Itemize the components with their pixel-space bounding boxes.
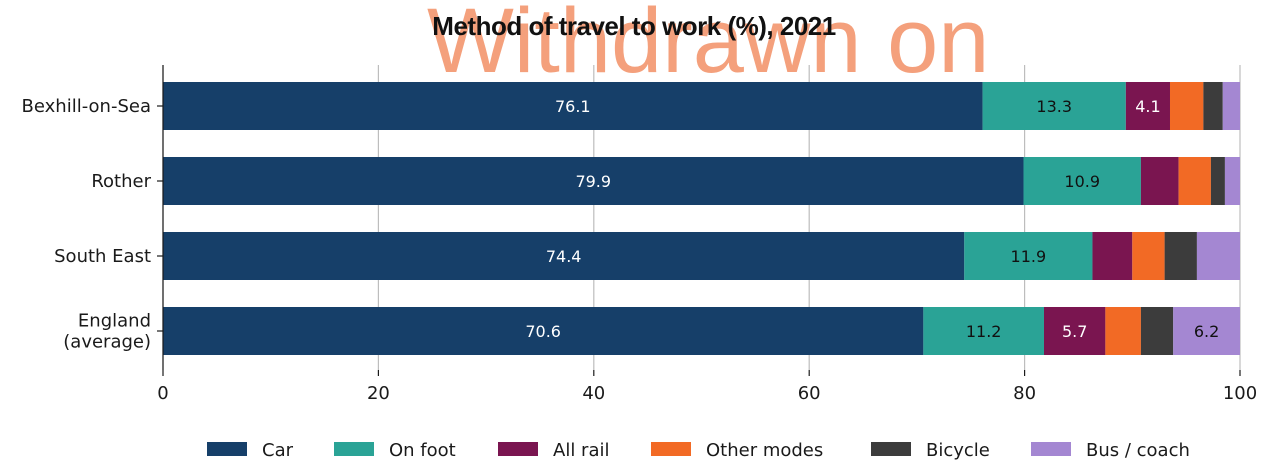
legend-label: All rail [553, 440, 609, 461]
x-tick-label: 0 [157, 383, 168, 404]
legend-swatch [1031, 442, 1071, 456]
data-label: 76.1 [555, 97, 591, 116]
data-label: 11.9 [1011, 247, 1047, 266]
legend-label: Bicycle [926, 440, 990, 461]
bar-segment [1178, 157, 1211, 205]
legend-label: Other modes [706, 440, 823, 461]
x-tick-label: 60 [798, 383, 821, 404]
bar-segment [923, 307, 1044, 355]
bar-segment [1203, 82, 1223, 130]
bar-segment [964, 232, 1093, 280]
category-label: Bexhill-on-Sea [22, 96, 151, 117]
bar-segment [1169, 82, 1204, 130]
category-label: South East [54, 246, 151, 267]
data-label: 74.4 [546, 247, 582, 266]
data-label: 11.2 [966, 322, 1002, 341]
bar-segment [1105, 307, 1141, 355]
bar-segment [982, 82, 1126, 130]
axes: Bexhill-on-Sea Rother South East England(av… [22, 65, 1257, 404]
legend-swatch [651, 442, 691, 456]
x-tick-label: 80 [1013, 383, 1036, 404]
data-label: 79.9 [575, 172, 611, 191]
bar-segment [1173, 307, 1240, 355]
bar-segment [1164, 232, 1197, 280]
bar-segment [1043, 307, 1106, 355]
data-label: 10.9 [1064, 172, 1100, 191]
bar-segment [163, 82, 983, 130]
bar-segment [1023, 157, 1141, 205]
bar-segment [1092, 232, 1133, 280]
bar-segment [1140, 157, 1179, 205]
bar-segment [1132, 232, 1165, 280]
watermark-text: Withdrawn on [427, 0, 989, 92]
bars: 76.1 13.3 4.1 79.9 10.9 74.4 11.9 70.6 11.2 5.7 6.… [163, 82, 1240, 355]
bar-segment [163, 232, 965, 280]
data-label: 13.3 [1036, 97, 1072, 116]
category-label: (average) [63, 332, 151, 353]
legend-swatch [871, 442, 911, 456]
category-label: England [78, 311, 151, 332]
chart-title: Method of travel to work (%), 2021 [432, 11, 835, 41]
bar-segment [1125, 82, 1170, 130]
legend: Car On foot All rail Other modes Bicycle Bus … [207, 440, 1190, 461]
bar-segment [163, 157, 1024, 205]
legend-swatch [334, 442, 374, 456]
bar-segment [1210, 157, 1225, 205]
x-tick-label: 100 [1223, 383, 1257, 404]
data-label: 5.7 [1062, 322, 1087, 341]
data-label: 70.6 [525, 322, 561, 341]
bar-segment [1224, 157, 1240, 205]
bar-segment [1140, 307, 1174, 355]
legend-swatch [207, 442, 247, 456]
x-tick-label: 20 [367, 383, 390, 404]
data-label: 4.1 [1135, 97, 1160, 116]
category-label: Rother [91, 171, 151, 192]
bar-segment [1196, 232, 1240, 280]
bar-segment [1222, 82, 1240, 130]
data-label: 6.2 [1194, 322, 1219, 341]
legend-swatch [498, 442, 538, 456]
legend-label: Car [262, 440, 294, 461]
legend-label: Bus / coach [1086, 440, 1190, 461]
legend-label: On foot [389, 440, 456, 461]
bar-segment [163, 307, 924, 355]
x-tick-label: 40 [582, 383, 605, 404]
